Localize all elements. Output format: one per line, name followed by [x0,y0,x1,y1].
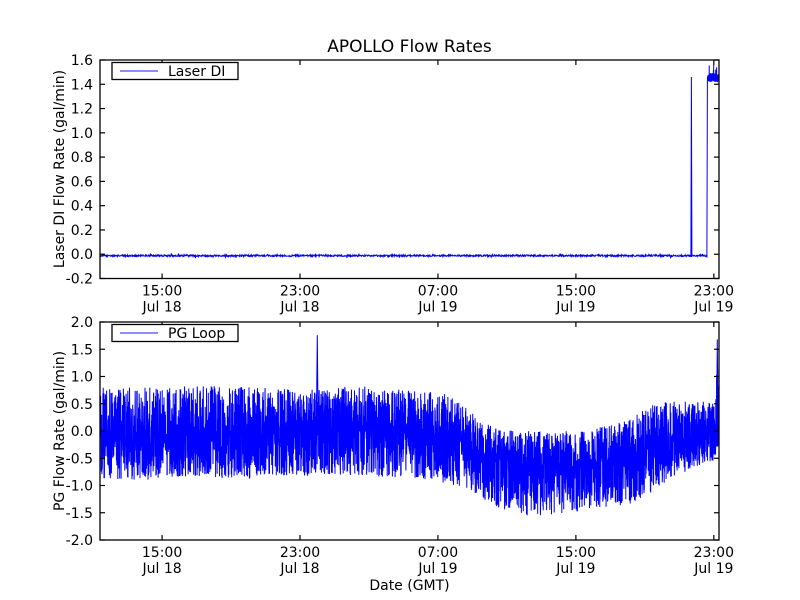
laser-di-series [100,64,719,260]
x-axis-label: Date (GMT) [369,578,449,594]
x-tick-label: Jul 18 [141,561,181,577]
x-tick-label: Jul 19 [417,300,457,316]
y-tick-label: -1.0 [66,479,93,495]
x-tick-label: Jul 19 [693,561,733,577]
y-tick-label: 0.2 [71,223,93,239]
chart-title: APOLLO Flow Rates [327,37,492,57]
x-tick-label: Jul 18 [141,300,181,316]
legend-box [111,323,239,343]
y-tick-label: 0.8 [71,150,93,166]
x-tick-label: 23:00 [280,545,320,561]
y-tick-label: 1.6 [71,53,93,69]
y-tick-label: -0.2 [66,272,93,288]
legend-label: Laser DI [168,64,225,80]
x-tick-label: 07:00 [418,545,458,561]
pg-loop-series [100,335,719,516]
axes-spines [99,59,720,280]
pg-loop-legend: PG Loop [111,323,239,343]
y-tick-label: -0.5 [66,451,93,467]
legend-box [111,61,239,81]
y-tick-label: 0.5 [71,397,93,413]
x-tick-label: 23:00 [694,284,734,300]
x-tick-label: Jul 18 [279,300,319,316]
y-tick-label: 1.0 [71,370,93,386]
y-tick-label: 1.4 [71,77,93,93]
x-tick-label: 15:00 [556,545,596,561]
y-tick-label: 0.0 [71,424,93,440]
laser-di-y-axis-label: Laser DI Flow Rate (gal/min) [52,70,68,268]
pg-y-axis-label: PG Flow Rate (gal/min) [52,351,68,511]
y-tick-label: 0.0 [71,247,93,263]
y-tick-label: 0.4 [71,199,93,215]
y-tick-label: 0.6 [71,174,93,190]
x-tick-label: 15:00 [142,284,182,300]
y-tick-label: -1.5 [66,506,93,522]
x-tick-label: 23:00 [694,545,734,561]
x-tick-label: Jul 19 [417,561,457,577]
x-tick-label: 15:00 [556,284,596,300]
y-tick-label: 2.0 [71,315,93,331]
x-tick-label: 15:00 [142,545,182,561]
x-tick-label: Jul 19 [693,300,733,316]
y-tick-label: 1.5 [71,342,93,358]
x-tick-label: Jul 19 [555,561,595,577]
x-tick-label: 23:00 [280,284,320,300]
y-tick-label: 1.0 [71,126,93,142]
x-tick-label: Jul 18 [279,561,319,577]
legend-label: PG Loop [168,326,225,342]
y-tick-label: -2.0 [66,533,93,549]
y-tick-label: 1.2 [71,102,93,118]
laser-di-legend: Laser DI [111,61,239,81]
x-tick-label: 07:00 [418,284,458,300]
x-tick-label: Jul 19 [555,300,595,316]
